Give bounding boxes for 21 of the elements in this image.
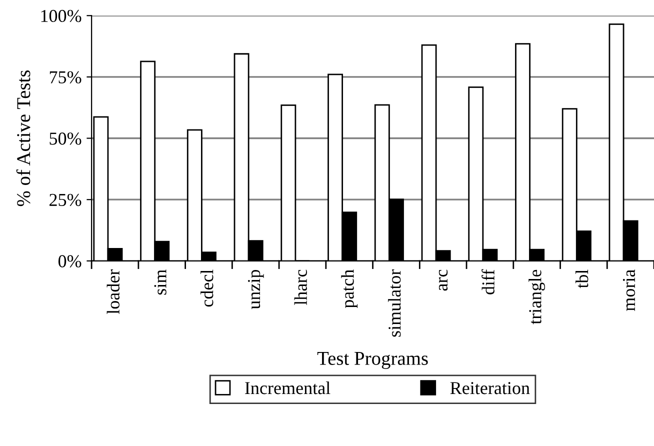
y-tick-label: 100%: [41, 10, 82, 22]
legend-label: Reiteration: [450, 382, 530, 394]
y-axis-title: % of Active Tests: [16, 70, 30, 206]
x-tick-label: tbl: [576, 270, 588, 288]
x-tick-label: arc: [438, 270, 448, 291]
legend-label: Incremental: [245, 381, 330, 394]
y-tick-label: 25%: [50, 194, 82, 206]
y-tick-label: 0%: [58, 255, 82, 268]
x-tick-label: sim: [154, 270, 166, 295]
x-tick-label: patch: [341, 269, 358, 308]
x-tick-label: cdecl: [200, 270, 214, 307]
x-tick-label: simulator: [388, 269, 401, 337]
x-tick-label: loader: [106, 269, 120, 314]
x-axis-title: Test Programs: [317, 352, 428, 369]
x-tick-label: unzip: [248, 270, 264, 310]
x-tick-label: lharc: [294, 270, 307, 305]
x-tick-label: moria: [622, 269, 636, 311]
y-tick-label: 50%: [50, 132, 82, 145]
y-tick-label: 75%: [50, 71, 82, 84]
x-tick-label: triangle: [528, 270, 546, 324]
x-tick-label: diff: [482, 269, 494, 294]
